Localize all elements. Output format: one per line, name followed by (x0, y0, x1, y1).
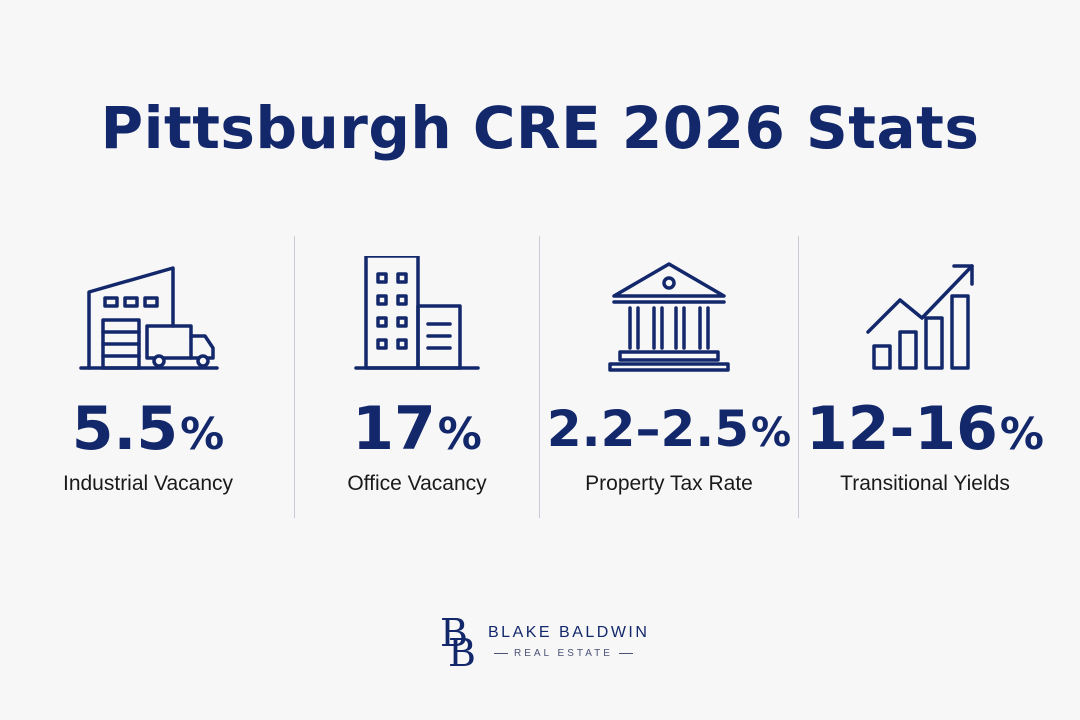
stat-value: 5.5% (71, 394, 225, 464)
warehouse-truck-icon (79, 266, 219, 370)
stat-industrial-vacancy: 5.5% Industrial Vacancy (30, 236, 266, 518)
divider (798, 236, 799, 518)
page-title: Pittsburgh CRE 2026 Stats (100, 94, 980, 162)
svg-text:B: B (448, 631, 476, 670)
brand-name: BLAKE BALDWIN (488, 624, 650, 641)
brand-logo: B B BLAKE BALDWIN REAL ESTATE (438, 610, 668, 670)
svg-text:B: B (440, 611, 468, 655)
stat-value: 12-16% (806, 394, 1044, 464)
stat-label: Property Tax Rate (585, 472, 753, 495)
stat-property-tax-rate: 2.2–2.5% Property Tax Rate (540, 236, 798, 518)
stat-label: Industrial Vacancy (62, 472, 234, 495)
stat-label: Transitional Yields (840, 472, 1010, 495)
brand-tagline: REAL ESTATE (488, 648, 639, 659)
growth-chart-icon (866, 264, 974, 370)
stat-value: 2.2–2.5% (546, 400, 792, 458)
stats-row: 5.5% Industrial Vacancy (30, 236, 1050, 518)
divider (294, 236, 295, 518)
stat-office-vacancy: 17% Office Vacancy (296, 236, 538, 518)
stat-label: Office Vacancy (347, 472, 487, 495)
divider (539, 236, 540, 518)
stat-transitional-yields: 12-16% Transitional Yields (800, 236, 1050, 518)
monogram-logo: B B (440, 611, 476, 670)
stat-value: 17% (352, 394, 482, 464)
government-building-icon (608, 262, 730, 372)
office-building-icon (354, 256, 480, 370)
